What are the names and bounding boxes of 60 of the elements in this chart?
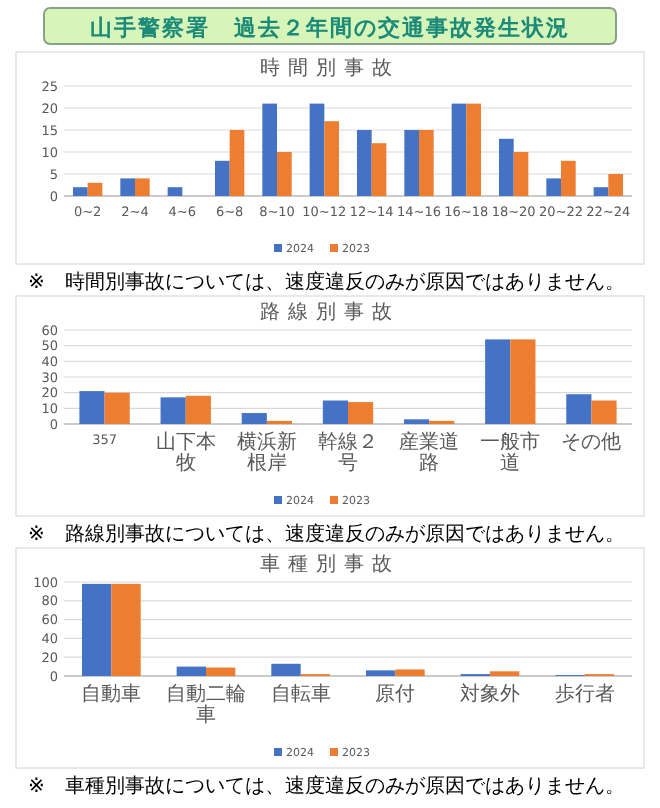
bar (79, 391, 105, 424)
x-tick-label: 横浜新根岸 (236, 430, 297, 475)
text: ※ 車種別事故については、速度違反のみが原因ではありません。 (28, 774, 625, 798)
bar (566, 394, 592, 424)
bar (214, 160, 230, 196)
chart-title: 山手警察署 過去２年間の交通事故発生状況 (90, 15, 570, 41)
chart-subtitle: 路線別事故 (260, 300, 400, 324)
bar (262, 103, 277, 196)
bar (591, 400, 617, 424)
text: ※ 時間別事故については、速度違反のみが原因ではありません。 (28, 270, 625, 294)
bar (608, 174, 624, 196)
bar (322, 400, 348, 424)
bar (81, 583, 112, 676)
x-tick-label: 自動車 (81, 682, 142, 706)
bar (160, 397, 186, 424)
x-tick-label: 産業道路 (399, 430, 460, 475)
chart-subtitle: 時間別事故 (260, 56, 400, 80)
bar (546, 178, 561, 196)
bar (485, 339, 511, 424)
bar (395, 669, 425, 676)
chart-subtitle: 車種別事故 (260, 552, 400, 576)
bar (451, 103, 467, 196)
bar (404, 130, 419, 196)
bar (419, 130, 434, 196)
bar (185, 395, 211, 424)
bar (356, 130, 372, 196)
bar (87, 182, 103, 196)
bar (72, 187, 88, 196)
x-tick-label: 歩行者 (554, 682, 615, 706)
bar (206, 667, 236, 676)
bar (271, 663, 301, 676)
x-tick-label: 原付 (375, 684, 416, 706)
bar (111, 583, 141, 676)
bar (229, 130, 245, 196)
x-tick-label: 山下本牧 (155, 430, 216, 475)
bar (120, 178, 135, 196)
bar (348, 402, 374, 424)
bar (324, 121, 340, 196)
x-tick-label: 幹線２号 (318, 430, 378, 475)
bar (104, 392, 130, 424)
x-tick-label: その他 (561, 430, 622, 454)
bar (466, 103, 482, 196)
bar (371, 143, 387, 196)
bar (513, 152, 529, 196)
x-tick-label: 自動二輪車 (166, 682, 246, 727)
bar (241, 413, 267, 424)
bar (167, 187, 183, 196)
bar (561, 160, 576, 196)
bar (498, 138, 514, 196)
bar (135, 178, 150, 196)
bar (593, 187, 609, 196)
bar (176, 666, 206, 676)
bar (365, 670, 396, 676)
bar (309, 103, 325, 196)
text: ※ 路線別事故については、速度違反のみが原因ではありません。 (28, 522, 625, 546)
x-tick-label: 対象外 (460, 682, 520, 706)
x-tick-label: 一般市道 (480, 430, 541, 475)
bar (277, 152, 292, 196)
bar (510, 339, 536, 424)
x-tick-label: 自転車 (270, 682, 331, 706)
